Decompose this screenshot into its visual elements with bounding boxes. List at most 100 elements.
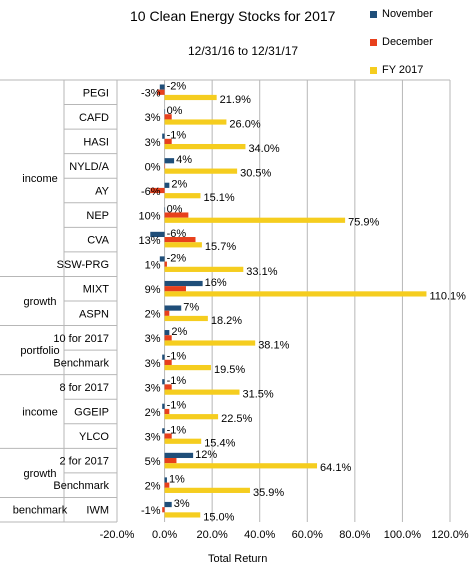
data-label-december: 2%	[145, 407, 161, 419]
bar-fy-2017	[164, 193, 201, 199]
bar-november	[164, 207, 166, 213]
bar-fy-2017	[164, 168, 238, 174]
category-label: IWM	[86, 505, 109, 517]
data-label-november: 16%	[205, 277, 227, 289]
data-label-november: -1%	[167, 351, 187, 363]
bar-fy-2017	[164, 463, 318, 469]
data-label-november: -1%	[167, 400, 187, 412]
category-label: 8 for 2017	[59, 382, 109, 394]
bar-december	[164, 138, 172, 144]
bar-fy-2017	[164, 512, 201, 518]
data-label-december: 1%	[145, 260, 161, 272]
x-tick-label: 20.0%	[197, 529, 228, 541]
legend-swatch-december	[370, 38, 377, 46]
bar-december	[157, 89, 165, 95]
data-label-december: 9%	[145, 284, 161, 296]
data-label-december: 3%	[145, 431, 161, 443]
x-tick-label: 80.0%	[339, 529, 370, 541]
category-label: GGEIP	[74, 407, 109, 419]
bar-november	[164, 330, 170, 336]
bar-december	[164, 458, 177, 464]
bar-december	[164, 261, 167, 267]
bar-november	[164, 158, 175, 164]
category-label: SSW-PRG	[57, 259, 109, 271]
data-label-december: 13%	[139, 235, 161, 247]
category-label: NYLD/A	[69, 161, 109, 173]
data-label-fy2017: 22.5%	[221, 413, 252, 425]
data-label-fy2017: 26.0%	[229, 118, 260, 130]
data-label-december: 10%	[139, 210, 161, 222]
legend-label-december: December	[382, 36, 433, 48]
data-label-november: -2%	[167, 80, 187, 92]
bar-fy-2017	[164, 340, 256, 346]
bar-fy-2017	[164, 315, 208, 322]
data-label-november: 12%	[195, 449, 217, 461]
legend-item-december: December	[370, 36, 433, 48]
bar-fy-2017	[164, 438, 202, 444]
data-label-fy2017: 110.1%	[429, 290, 466, 302]
bar-november	[164, 452, 194, 459]
group-label: growth	[23, 468, 56, 480]
data-label-fy2017: 38.1%	[258, 339, 289, 351]
bar-fy-2017	[164, 94, 217, 101]
category-label: YLCO	[79, 431, 109, 443]
chart-title: 10 Clean Energy Stocks for 2017	[130, 8, 336, 24]
data-label-december: 3%	[145, 333, 161, 345]
bar-december	[164, 286, 186, 292]
category-label: AY	[95, 186, 110, 198]
bar-december	[164, 163, 166, 169]
category-label: CVA	[87, 235, 109, 247]
group-label: income	[22, 407, 57, 419]
bar-december	[164, 433, 172, 439]
x-tick-label: 40.0%	[244, 529, 275, 541]
bar-november	[162, 403, 165, 409]
group-label: benchmark	[13, 505, 68, 517]
group-label: portfolio	[20, 345, 59, 357]
bar-december	[164, 237, 196, 243]
bar-december	[164, 359, 172, 365]
group-label: growth	[23, 296, 56, 308]
data-label-december: -3%	[141, 88, 161, 100]
category-label: MIXT	[83, 284, 110, 296]
data-label-december: 2%	[145, 481, 161, 493]
data-label-november: -2%	[167, 252, 187, 264]
bar-december	[164, 482, 170, 488]
data-label-december: 2%	[145, 309, 161, 321]
x-axis-title: Total Return	[208, 553, 268, 565]
bar-fy-2017	[164, 389, 240, 395]
bar-fy-2017	[164, 119, 227, 125]
bar-november	[164, 280, 203, 287]
data-label-november: 0%	[167, 203, 183, 215]
bar-fy-2017	[164, 291, 427, 297]
legend-swatch-november	[370, 10, 377, 18]
data-label-december: 3%	[145, 382, 161, 394]
category-label: 10 for 2017	[53, 333, 109, 345]
bar-december	[150, 187, 165, 194]
data-label-fy2017: 31.5%	[242, 389, 273, 401]
chart-subtitle: 12/31/16 to 12/31/17	[188, 44, 299, 58]
bar-december	[164, 212, 189, 218]
category-label: 2 for 2017	[59, 456, 109, 468]
legend-item-fy2017: FY 2017	[370, 64, 433, 76]
bar-november	[164, 182, 170, 188]
data-label-november: -1%	[167, 424, 187, 436]
data-label-december: 3%	[145, 112, 161, 124]
data-label-fy2017: 21.9%	[220, 94, 251, 106]
bar-november	[159, 84, 165, 90]
legend-swatch-fy2017	[370, 66, 377, 74]
x-tick-label: 120.0%	[431, 529, 469, 541]
bar-fy-2017	[164, 143, 246, 150]
bar-fy-2017	[164, 364, 211, 371]
bar-november	[164, 305, 182, 311]
data-label-november: 0%	[167, 105, 183, 117]
bar-november	[164, 477, 167, 483]
data-label-november: 4%	[176, 154, 192, 166]
data-label-november: 2%	[171, 179, 187, 191]
bar-november	[162, 428, 165, 434]
legend-label-november: November	[382, 8, 433, 20]
data-label-fy2017: 15.7%	[205, 241, 236, 253]
bar-december	[164, 310, 170, 316]
category-label: CAFD	[79, 112, 109, 124]
data-label-fy2017: 15.0%	[203, 511, 234, 523]
